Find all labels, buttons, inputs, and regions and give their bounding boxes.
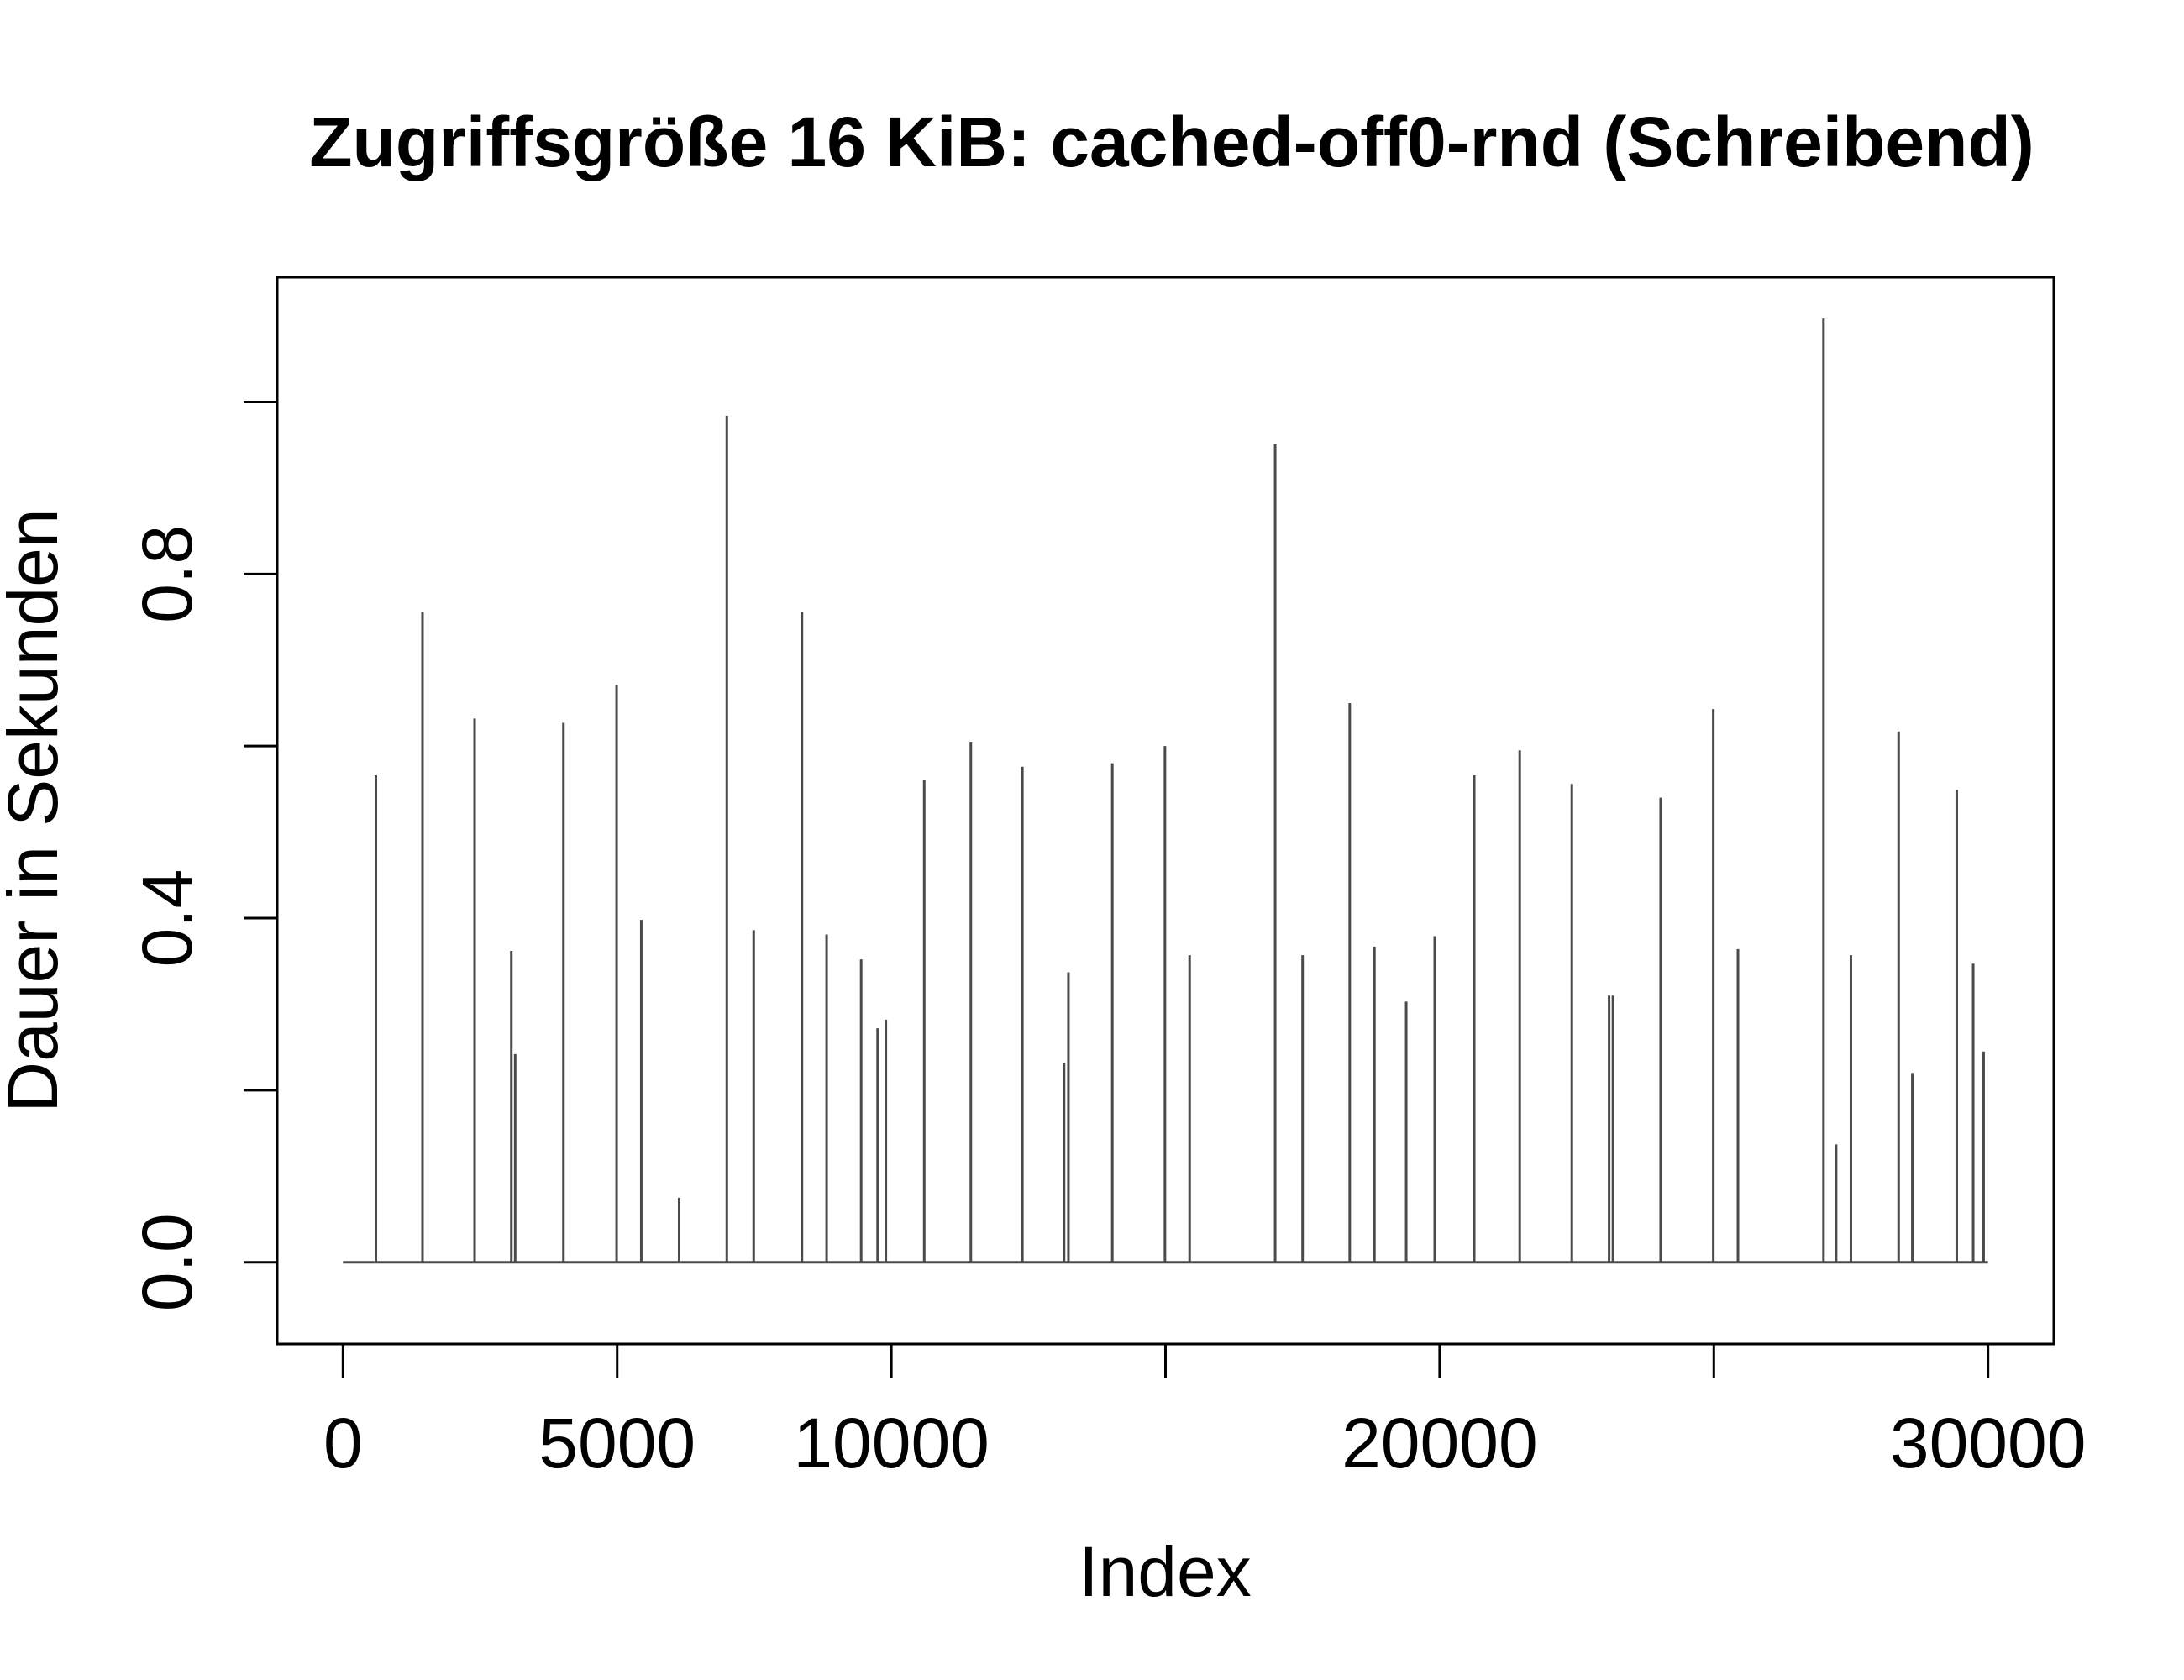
x-tick-label: 20000	[1341, 1404, 1538, 1483]
y-tick-label: 0.8	[128, 525, 207, 623]
x-axis: 0 5000 10000 20000 30000	[323, 1342, 2087, 1483]
chart-title: Zugriffsgröße 16 KiB: cached-off0-rnd (S…	[309, 102, 2034, 181]
y-tick-label: 0.0	[128, 1213, 207, 1311]
x-tick-label: 0	[323, 1404, 363, 1483]
x-tick-label: 5000	[538, 1404, 696, 1483]
y-axis: 0.0 0.4 0.8	[128, 401, 279, 1311]
y-axis-label: Dauer in Sekunden	[0, 508, 72, 1112]
x-tick-label: 30000	[1890, 1404, 2087, 1483]
y-tick-label: 0.4	[128, 869, 207, 968]
x-axis-label: Index	[1079, 1532, 1252, 1611]
x-tick-label: 10000	[793, 1404, 990, 1483]
plot-area	[343, 318, 1988, 1264]
